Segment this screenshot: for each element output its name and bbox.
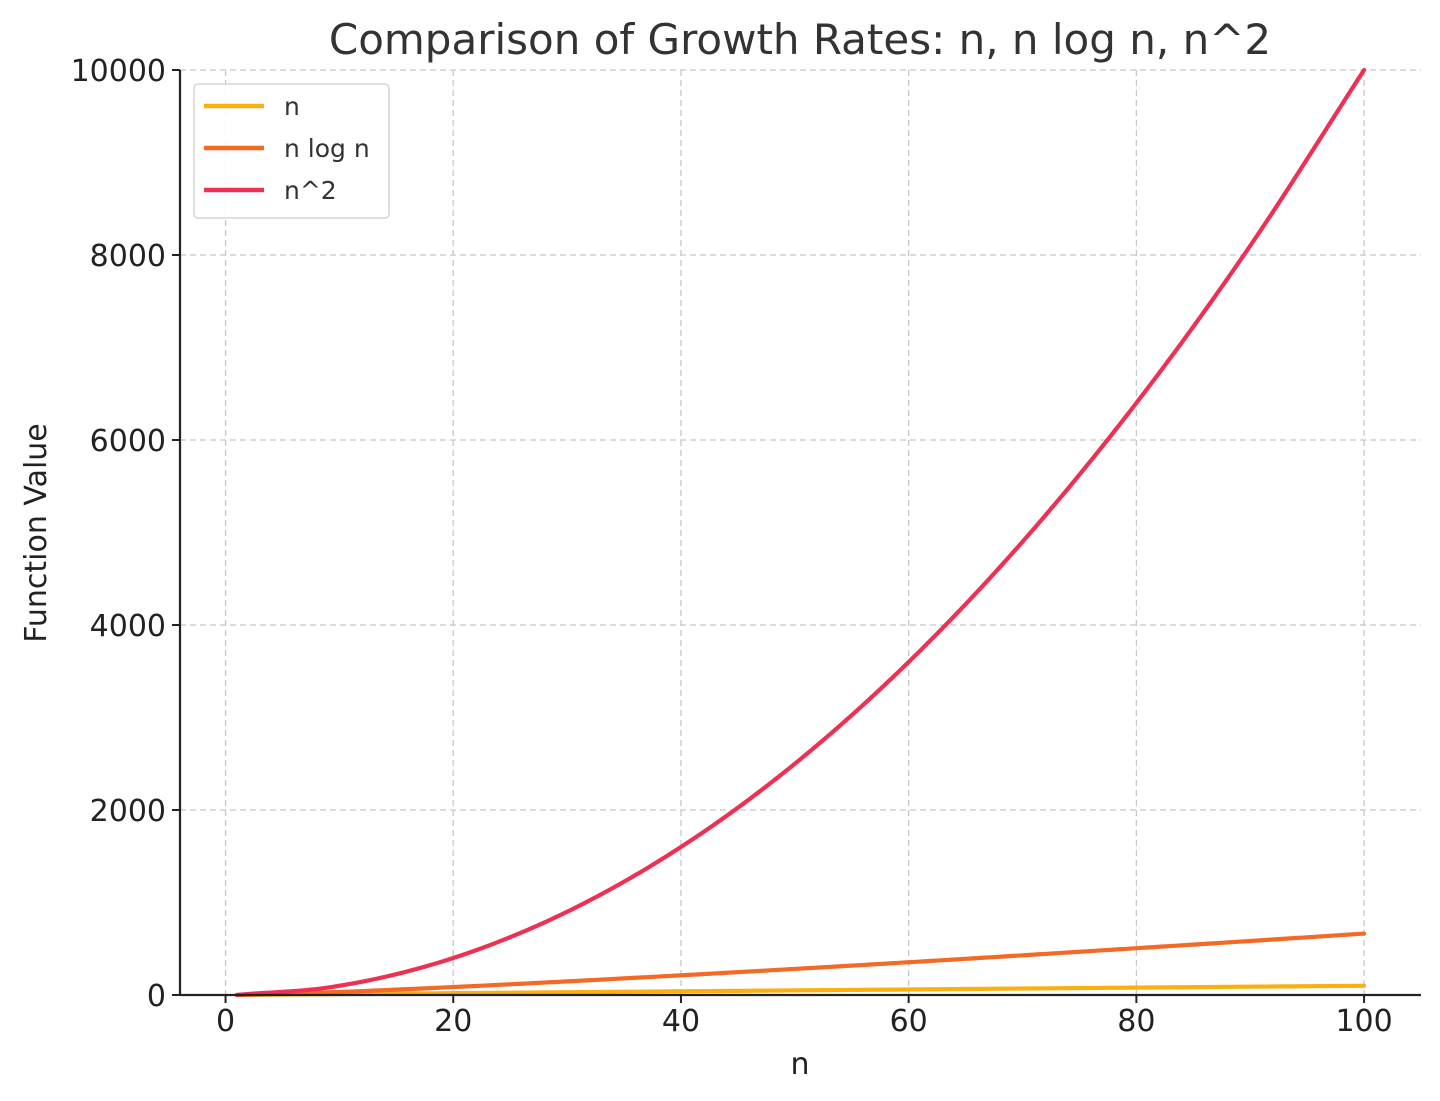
series-line-2 — [234, 67, 1367, 998]
x-axis-label: n — [790, 1047, 809, 1082]
y-tick-label: 6000 — [90, 424, 166, 459]
grid — [180, 69, 1421, 996]
legend-entries: n n log n n^2 — [204, 92, 370, 205]
series-line-1 — [234, 931, 1367, 998]
x-tick-label: 100 — [1335, 1004, 1392, 1039]
chart-title: Comparison of Growth Rates: n, n log n, … — [329, 15, 1271, 64]
x-tick-label: 40 — [662, 1004, 700, 1039]
x-tick-label: 60 — [890, 1004, 928, 1039]
y-tick-label: 8000 — [90, 239, 166, 274]
legend: n n log n n^2 — [193, 83, 390, 219]
y-tick-label: 0 — [147, 979, 166, 1014]
legend-label: n — [284, 92, 300, 121]
y-tick-label: 2000 — [90, 794, 166, 829]
y-tick-label: 4000 — [90, 609, 166, 644]
legend-box — [193, 83, 390, 219]
x-tick-label: 80 — [1117, 1004, 1155, 1039]
x-tick-label: 20 — [434, 1004, 472, 1039]
y-tick-label: 10000 — [71, 54, 166, 89]
legend-label: n log n — [284, 134, 370, 163]
axes — [178, 70, 1421, 997]
series-line-0 — [234, 983, 1367, 998]
ticks: 0 20 40 60 80 100 0 2000 4000 6000 8000 10000 — [71, 54, 1393, 1039]
legend-label: n^2 — [284, 176, 337, 205]
series-lines — [234, 67, 1367, 998]
x-tick-label: 0 — [216, 1004, 235, 1039]
y-axis-label: Function Value — [19, 423, 54, 643]
